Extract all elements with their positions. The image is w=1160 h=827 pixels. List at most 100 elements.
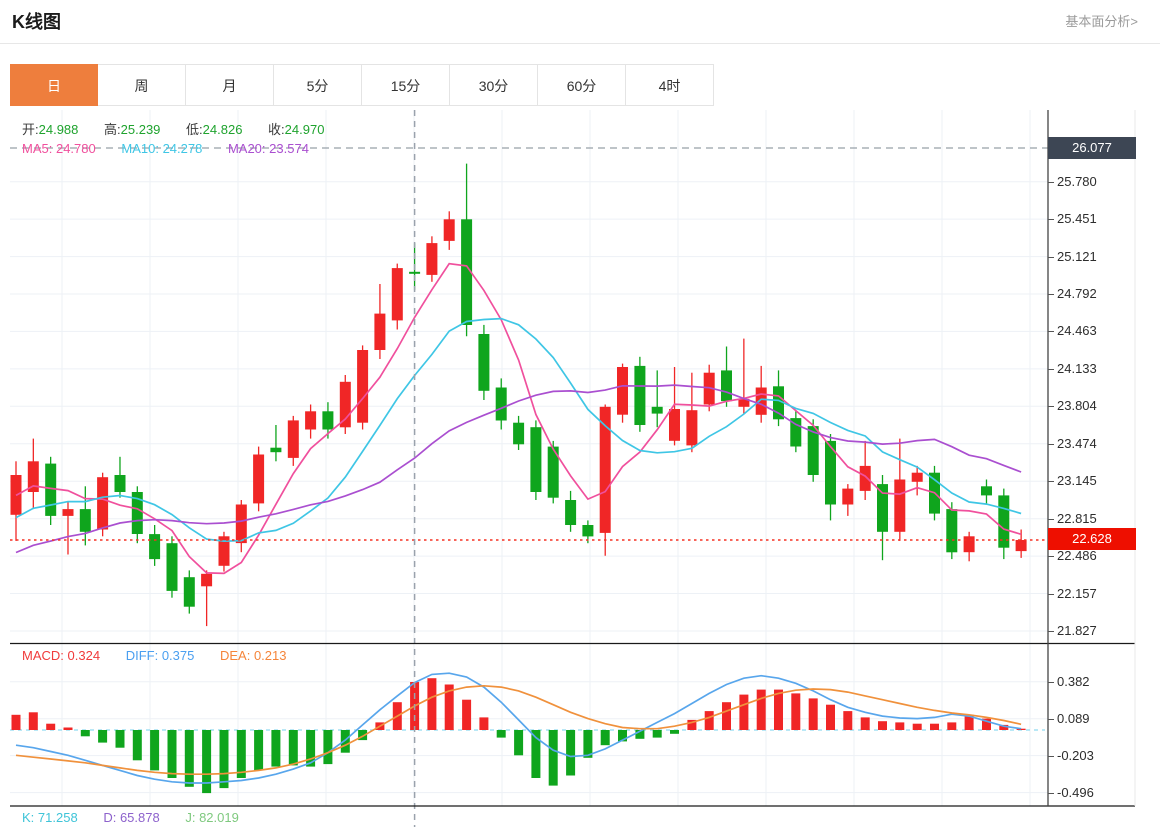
current-price-badge: 22.628 xyxy=(1048,528,1136,550)
candle xyxy=(357,350,369,423)
candle xyxy=(461,219,473,325)
ma10-line xyxy=(15,317,1022,542)
macd-bar xyxy=(982,718,991,730)
candle xyxy=(703,372,715,405)
macd-bar xyxy=(687,719,697,730)
macd-bar xyxy=(895,722,905,730)
grid-lines xyxy=(10,110,1048,806)
candle xyxy=(790,418,802,447)
candle xyxy=(478,334,490,391)
candle xyxy=(322,411,334,430)
tab-4hour[interactable]: 4时 xyxy=(626,64,714,106)
macd-bar xyxy=(219,730,229,789)
candle xyxy=(218,536,230,566)
ma20-line xyxy=(15,384,1022,554)
macd-bar xyxy=(826,704,835,730)
k-label: K: xyxy=(22,810,35,825)
macd-bar xyxy=(11,714,21,730)
price-tick-label-dash xyxy=(1048,481,1054,483)
price-tick-label: 25.121 xyxy=(1057,248,1097,264)
macd-bar xyxy=(63,727,73,730)
candle xyxy=(45,463,57,516)
candle xyxy=(409,271,421,274)
candles xyxy=(10,163,1027,627)
ma10-label: MA10: xyxy=(121,141,159,156)
macd-tick-label-dash xyxy=(1048,755,1054,757)
price-tick-label: 22.486 xyxy=(1057,548,1097,564)
page-title: K线图 xyxy=(12,12,61,32)
fundamental-analysis-link[interactable]: 基本面分析> xyxy=(1065,14,1138,29)
tab-5min[interactable]: 5分 xyxy=(274,64,362,106)
macd-bar xyxy=(358,730,368,741)
tab-month[interactable]: 月 xyxy=(186,64,274,106)
macd-bar xyxy=(999,724,1009,730)
candle xyxy=(721,370,732,402)
candle xyxy=(842,488,854,505)
macd-tick-label-dash xyxy=(1048,792,1054,794)
price-tick-label: 23.804 xyxy=(1057,398,1097,414)
candle xyxy=(62,509,74,516)
macd-bar xyxy=(635,730,645,739)
candle xyxy=(981,486,992,496)
ohlc-readout: 开:24.988 高:25.239 低:24.826 收:24.970 xyxy=(22,119,346,138)
candle xyxy=(495,387,507,421)
low-label: 低: xyxy=(186,122,203,137)
candle xyxy=(911,472,923,482)
candle xyxy=(582,525,594,537)
price-tick-label-dash xyxy=(1048,219,1054,221)
macd-bar xyxy=(479,717,489,730)
ma10-value: 24.278 xyxy=(162,141,203,156)
macd-tick-label-dash xyxy=(1048,718,1054,720)
candle xyxy=(634,365,646,425)
macd-label: MACD: xyxy=(22,648,64,663)
macd-bar xyxy=(843,711,853,730)
candle xyxy=(235,504,247,544)
macd-bar xyxy=(704,711,714,730)
candle xyxy=(79,509,91,532)
macd-bar xyxy=(583,730,593,758)
candle xyxy=(998,495,1010,548)
macd-histogram xyxy=(11,678,1026,794)
open-value: 24.988 xyxy=(38,122,79,137)
macd-bar xyxy=(271,730,281,767)
price-tick-label-dash xyxy=(1048,556,1054,558)
price-tick-label-dash xyxy=(1048,181,1054,183)
candle xyxy=(183,577,195,607)
price-tick-label-dash xyxy=(1048,443,1054,445)
tab-day[interactable]: 日 xyxy=(10,64,98,106)
macd-bar xyxy=(132,730,142,761)
tab-week[interactable]: 周 xyxy=(98,64,186,106)
macd-bar xyxy=(722,702,731,730)
macd-tick-label-dash xyxy=(1048,681,1054,683)
candle xyxy=(253,454,265,504)
ma5-value: 24.780 xyxy=(55,141,96,156)
j-label: J: xyxy=(185,810,196,825)
macd-bar xyxy=(739,694,749,730)
macd-bar xyxy=(496,730,506,738)
macd-bar xyxy=(566,730,576,776)
price-tick-label: 23.145 xyxy=(1057,473,1097,489)
macd-bar xyxy=(930,723,939,730)
price-tick-label-dash xyxy=(1048,631,1054,632)
tab-15min[interactable]: 15分 xyxy=(362,64,450,106)
dea-line xyxy=(15,684,1022,776)
candle xyxy=(27,461,39,492)
tab-30min[interactable]: 30分 xyxy=(450,64,538,106)
candle xyxy=(773,386,784,420)
diff-line xyxy=(15,672,1022,784)
candle xyxy=(617,367,628,415)
macd-bar xyxy=(600,730,610,746)
macd-tick-label: 0.382 xyxy=(1057,673,1090,689)
tab-60min[interactable]: 60分 xyxy=(538,64,626,106)
macd-bar xyxy=(98,730,108,743)
period-tabs: 日 周 月 5分 15分 30分 60分 4时 xyxy=(10,64,714,106)
price-tick-label-dash xyxy=(1048,518,1054,520)
macd-bar xyxy=(531,730,541,778)
candle xyxy=(513,422,525,445)
candle xyxy=(287,420,299,458)
candle xyxy=(963,536,975,553)
price-tick-label: 24.463 xyxy=(1057,323,1097,339)
candle xyxy=(131,492,143,534)
candle xyxy=(946,509,958,553)
